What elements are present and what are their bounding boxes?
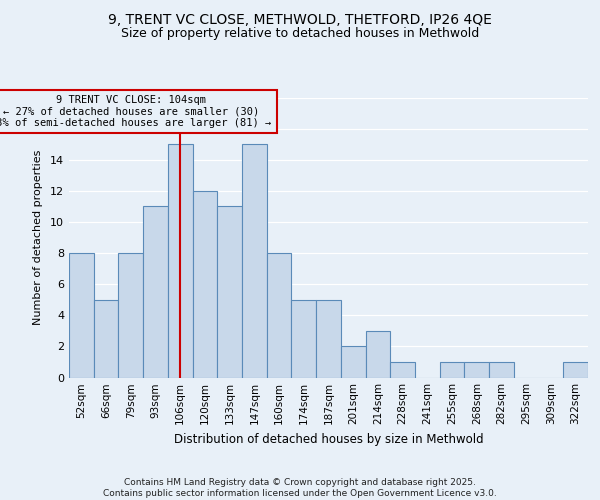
Bar bbox=[242, 144, 267, 378]
Bar bbox=[390, 362, 415, 378]
Bar bbox=[217, 206, 242, 378]
Bar bbox=[316, 300, 341, 378]
Text: Contains HM Land Registry data © Crown copyright and database right 2025.
Contai: Contains HM Land Registry data © Crown c… bbox=[103, 478, 497, 498]
Bar bbox=[193, 191, 217, 378]
Bar bbox=[267, 253, 292, 378]
Bar bbox=[118, 253, 143, 378]
Bar bbox=[563, 362, 588, 378]
Bar bbox=[292, 300, 316, 378]
Bar bbox=[69, 253, 94, 378]
Bar bbox=[94, 300, 118, 378]
Y-axis label: Number of detached properties: Number of detached properties bbox=[33, 150, 43, 325]
Bar bbox=[365, 331, 390, 378]
X-axis label: Distribution of detached houses by size in Methwold: Distribution of detached houses by size … bbox=[173, 433, 484, 446]
Bar bbox=[464, 362, 489, 378]
Bar bbox=[440, 362, 464, 378]
Text: 9 TRENT VC CLOSE: 104sqm
← 27% of detached houses are smaller (30)
73% of semi-d: 9 TRENT VC CLOSE: 104sqm ← 27% of detach… bbox=[0, 95, 271, 128]
Bar bbox=[168, 144, 193, 378]
Bar bbox=[489, 362, 514, 378]
Text: 9, TRENT VC CLOSE, METHWOLD, THETFORD, IP26 4QE: 9, TRENT VC CLOSE, METHWOLD, THETFORD, I… bbox=[108, 12, 492, 26]
Bar bbox=[341, 346, 365, 378]
Bar bbox=[143, 206, 168, 378]
Text: Size of property relative to detached houses in Methwold: Size of property relative to detached ho… bbox=[121, 28, 479, 40]
